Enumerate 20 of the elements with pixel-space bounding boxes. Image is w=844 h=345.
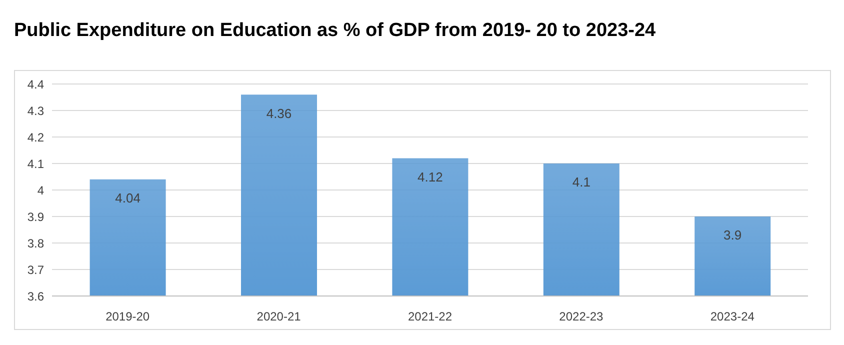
x-tick-label: 2022-23 bbox=[559, 310, 604, 324]
data-label: 4.04 bbox=[115, 190, 140, 206]
data-label: 4.1 bbox=[572, 174, 590, 190]
y-tick-label: 4 bbox=[37, 183, 44, 198]
y-tick-label: 4.1 bbox=[27, 156, 44, 171]
x-tick-label: 2023-24 bbox=[710, 310, 755, 324]
data-label: 4.36 bbox=[266, 106, 292, 121]
y-tick-label: 3.9 bbox=[27, 210, 44, 224]
y-tick-label: 3.6 bbox=[27, 289, 44, 304]
y-tick-label: 3.8 bbox=[27, 236, 44, 250]
y-tick-label: 3.7 bbox=[27, 262, 44, 277]
y-tick-label: 4.4 bbox=[27, 77, 44, 92]
data-label: 4.12 bbox=[418, 169, 443, 184]
x-tick-label: 2019-20 bbox=[106, 310, 150, 324]
x-tick-label: 2021-22 bbox=[408, 310, 452, 324]
x-tick-label: 2020-21 bbox=[256, 310, 302, 324]
data-label: 3.9 bbox=[724, 228, 742, 243]
chart-title: Public Expenditure on Education as % of GDP from 2019- 20 to 2023-24 bbox=[14, 20, 656, 42]
y-tick-label: 4.2 bbox=[27, 130, 44, 144]
y-tick-label: 4.3 bbox=[27, 104, 44, 118]
